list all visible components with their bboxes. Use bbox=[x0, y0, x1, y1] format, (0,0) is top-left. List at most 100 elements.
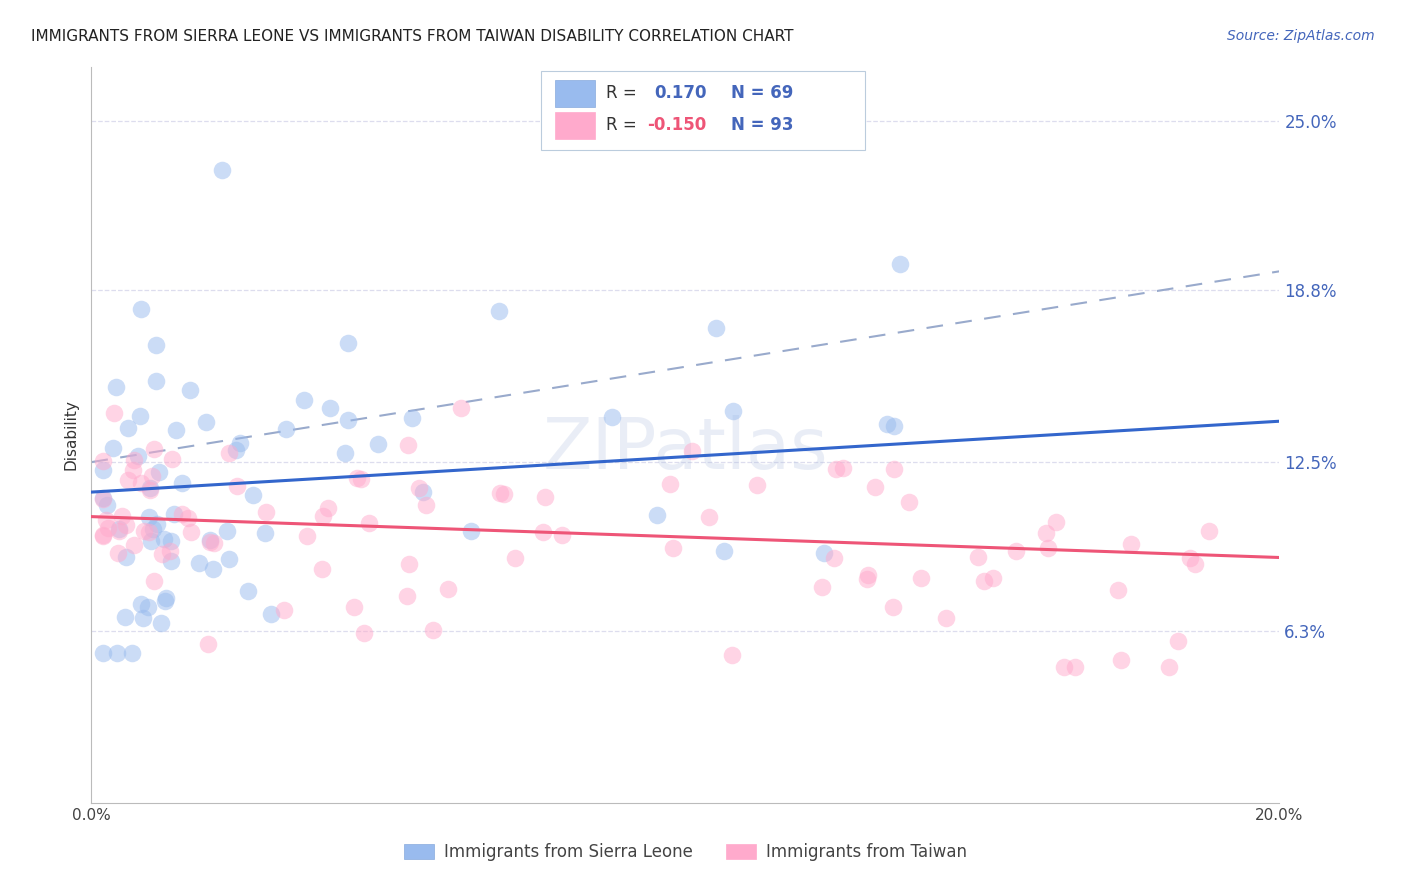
Point bbox=[129, 475, 152, 490]
Point bbox=[367, 437, 389, 451]
Point bbox=[747, 478, 769, 492]
Point bbox=[91, 454, 114, 468]
Point bbox=[1107, 582, 1129, 597]
Point bbox=[179, 383, 201, 397]
Point bbox=[488, 486, 510, 500]
Point bbox=[105, 646, 128, 660]
Point bbox=[103, 406, 125, 420]
Point bbox=[1167, 633, 1189, 648]
Point bbox=[350, 472, 373, 486]
Point bbox=[117, 421, 139, 435]
Point bbox=[721, 403, 744, 417]
Point bbox=[91, 491, 114, 506]
Point bbox=[333, 446, 356, 460]
Point bbox=[172, 476, 194, 491]
Point bbox=[172, 507, 194, 521]
Point bbox=[138, 600, 160, 615]
Point bbox=[319, 401, 342, 416]
Point bbox=[422, 623, 444, 637]
Point bbox=[645, 508, 668, 522]
Point bbox=[139, 483, 162, 498]
Point bbox=[142, 574, 165, 589]
Point bbox=[145, 374, 167, 388]
Point bbox=[149, 616, 172, 631]
Point bbox=[412, 485, 434, 500]
Point bbox=[198, 533, 221, 547]
Point bbox=[129, 597, 152, 611]
Point bbox=[832, 460, 855, 475]
Point bbox=[146, 517, 169, 532]
Legend: Immigrants from Sierra Leone, Immigrants from Taiwan: Immigrants from Sierra Leone, Immigrants… bbox=[396, 837, 974, 868]
Point bbox=[165, 423, 187, 437]
Text: ZIPatlas: ZIPatlas bbox=[543, 415, 828, 484]
Point bbox=[91, 529, 114, 543]
Point bbox=[96, 513, 118, 527]
Point bbox=[981, 571, 1004, 585]
Point bbox=[721, 648, 744, 662]
Point bbox=[863, 480, 886, 494]
Point bbox=[1198, 524, 1220, 539]
Point bbox=[194, 415, 217, 429]
Point bbox=[346, 470, 368, 484]
Point bbox=[148, 465, 170, 479]
Point bbox=[551, 528, 574, 542]
Point bbox=[91, 528, 114, 542]
Point bbox=[107, 546, 129, 560]
Y-axis label: Disability: Disability bbox=[63, 400, 79, 470]
Point bbox=[121, 462, 143, 476]
Text: Source: ZipAtlas.com: Source: ZipAtlas.com bbox=[1227, 29, 1375, 43]
Point bbox=[492, 487, 515, 501]
Point bbox=[104, 380, 127, 394]
Point bbox=[152, 532, 174, 546]
Point bbox=[91, 646, 114, 660]
Point bbox=[138, 509, 160, 524]
Point bbox=[316, 501, 339, 516]
Point bbox=[697, 509, 720, 524]
Point bbox=[108, 524, 131, 538]
Point bbox=[408, 481, 430, 495]
Point bbox=[159, 533, 181, 548]
Point bbox=[1036, 541, 1059, 555]
Point bbox=[180, 524, 202, 539]
Point bbox=[141, 468, 163, 483]
Point bbox=[883, 419, 905, 434]
Point bbox=[188, 556, 211, 570]
Point bbox=[337, 412, 360, 426]
Point bbox=[823, 550, 845, 565]
Point bbox=[226, 479, 249, 493]
Point bbox=[1184, 557, 1206, 571]
Text: IMMIGRANTS FROM SIERRA LEONE VS IMMIGRANTS FROM TAIWAN DISABILITY CORRELATION CH: IMMIGRANTS FROM SIERRA LEONE VS IMMIGRAN… bbox=[31, 29, 793, 44]
Point bbox=[129, 409, 152, 423]
Point bbox=[115, 549, 138, 564]
Point bbox=[155, 591, 177, 605]
Point bbox=[531, 524, 554, 539]
Point bbox=[143, 442, 166, 456]
Point bbox=[398, 557, 420, 571]
Point bbox=[132, 524, 155, 539]
Point bbox=[117, 473, 139, 487]
Point bbox=[1063, 659, 1085, 673]
Point bbox=[242, 488, 264, 502]
Point bbox=[96, 498, 118, 512]
Point bbox=[396, 590, 419, 604]
Point bbox=[254, 526, 277, 541]
Point bbox=[681, 444, 703, 458]
Point bbox=[401, 410, 423, 425]
Point bbox=[889, 258, 911, 272]
Point bbox=[935, 611, 957, 625]
Point bbox=[163, 508, 186, 522]
Point bbox=[704, 321, 727, 335]
Point bbox=[353, 625, 375, 640]
Point bbox=[218, 552, 240, 566]
Point bbox=[142, 522, 165, 536]
Point bbox=[229, 435, 252, 450]
Point bbox=[145, 338, 167, 352]
Point bbox=[415, 498, 437, 512]
Point bbox=[138, 525, 160, 540]
Point bbox=[127, 449, 149, 463]
Point bbox=[359, 516, 381, 530]
Point bbox=[259, 607, 281, 622]
Point bbox=[910, 571, 932, 585]
Point bbox=[437, 582, 460, 597]
Point bbox=[254, 505, 277, 519]
